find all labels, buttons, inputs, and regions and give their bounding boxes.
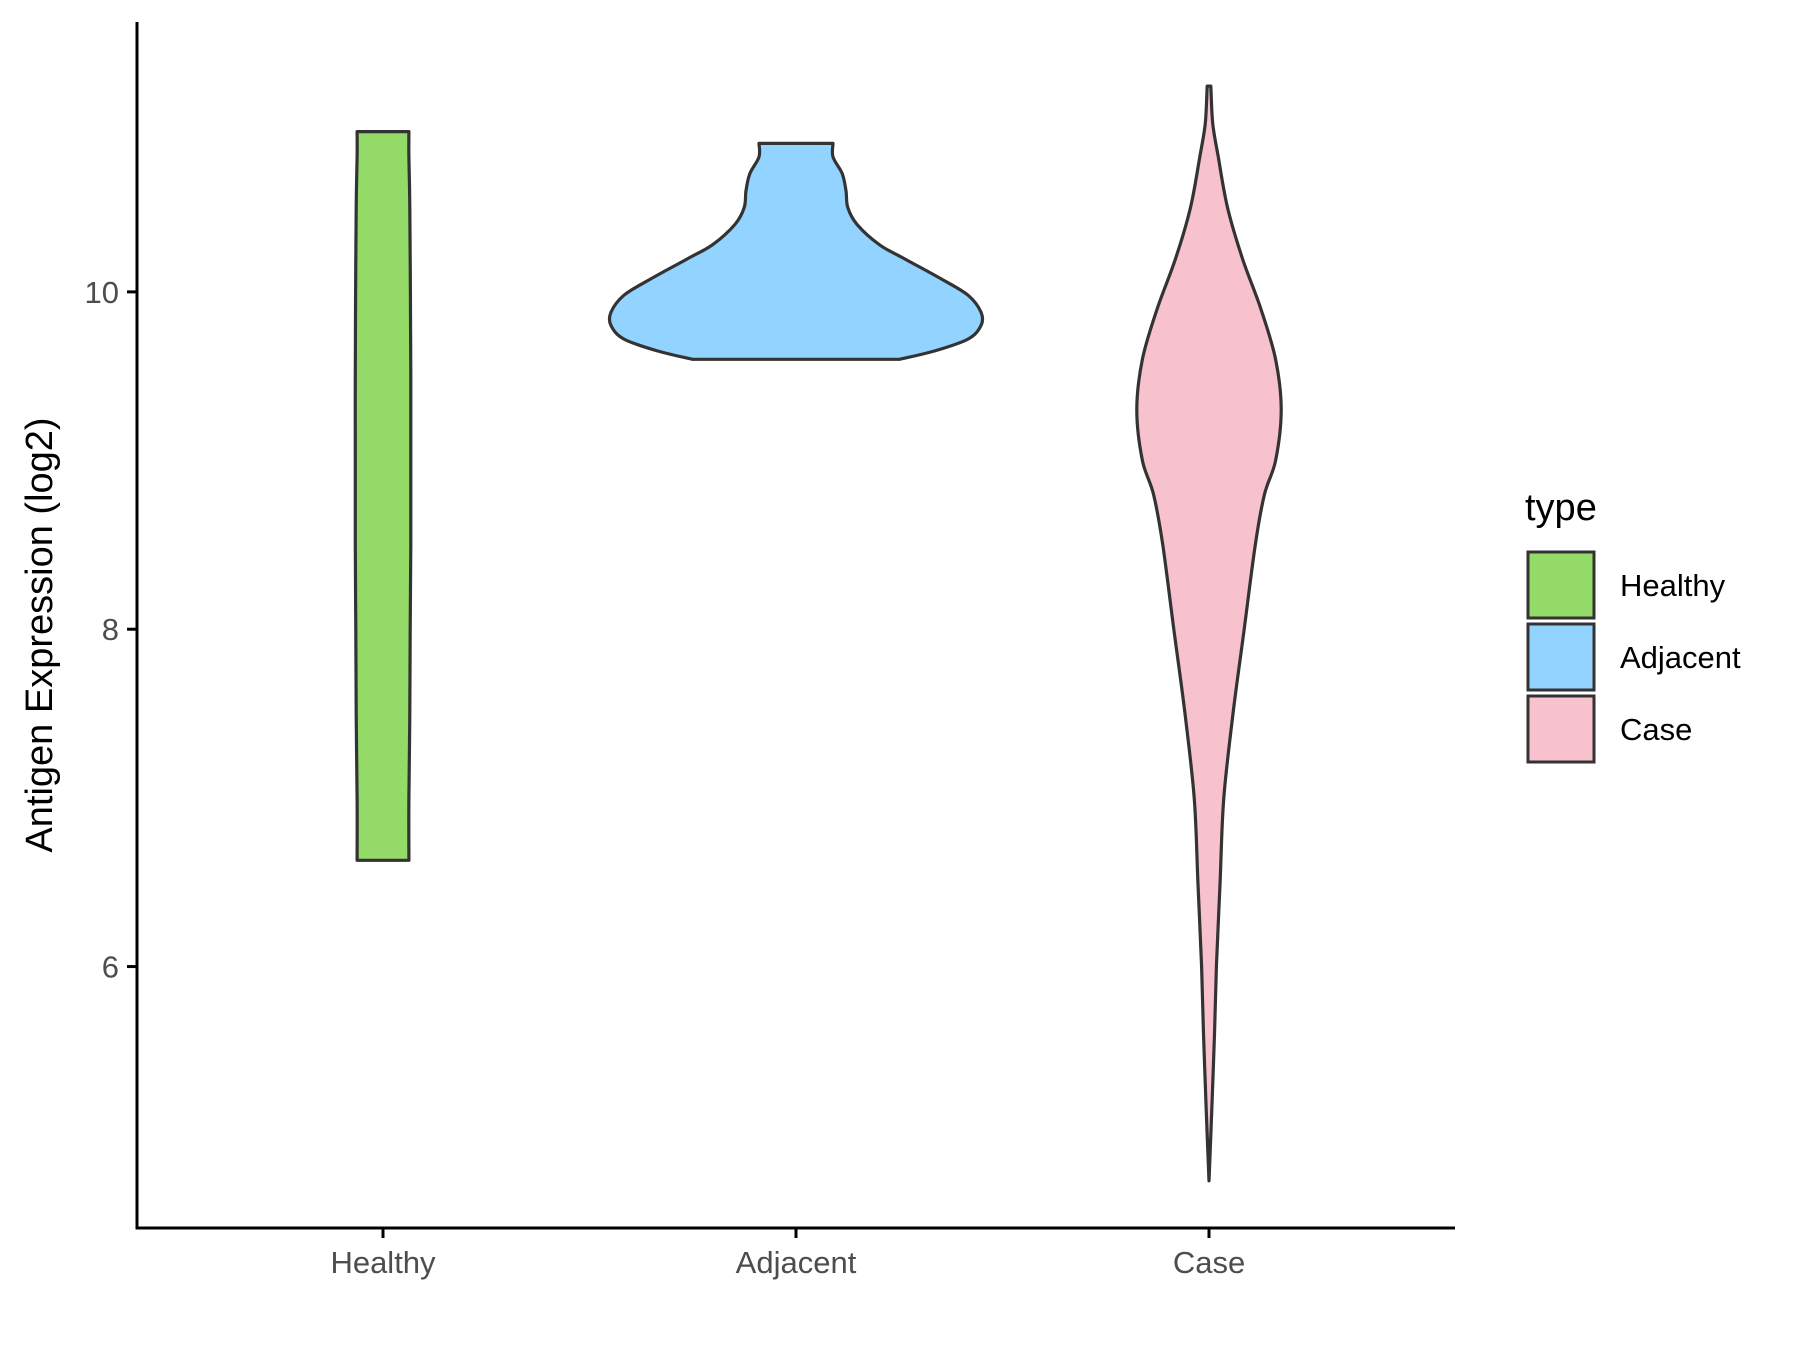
legend-label-healthy: Healthy [1620, 568, 1726, 603]
x-tick-label-healthy: Healthy [330, 1245, 436, 1280]
legend: type Healthy Adjacent Case [1525, 487, 1741, 764]
legend-items: Healthy Adjacent Case [1526, 550, 1741, 764]
y-ticks: 6 8 10 [85, 275, 137, 985]
violin-adjacent [607, 141, 985, 361]
x-tick-label-case: Case [1173, 1245, 1245, 1280]
x-ticks: Healthy Adjacent Case [330, 1228, 1245, 1280]
y-tick-label: 6 [102, 950, 119, 985]
legend-label-adjacent: Adjacent [1620, 640, 1741, 675]
violin-case [1135, 84, 1283, 1183]
y-tick-label: 10 [85, 275, 119, 310]
legend-label-case: Case [1620, 712, 1692, 747]
violin-healthy [353, 130, 413, 862]
legend-title: type [1525, 487, 1597, 529]
y-tick-label: 8 [102, 612, 119, 647]
legend-swatch-adjacent [1526, 622, 1596, 692]
violins [353, 84, 1283, 1183]
axes: 6 8 10 Healthy Adjacent Case [85, 22, 1455, 1280]
x-tick-label-adjacent: Adjacent [736, 1245, 857, 1280]
y-axis-title: Antigen Expression (log2) [19, 417, 61, 852]
legend-swatch-healthy [1526, 550, 1596, 620]
legend-swatch-case [1526, 694, 1596, 764]
